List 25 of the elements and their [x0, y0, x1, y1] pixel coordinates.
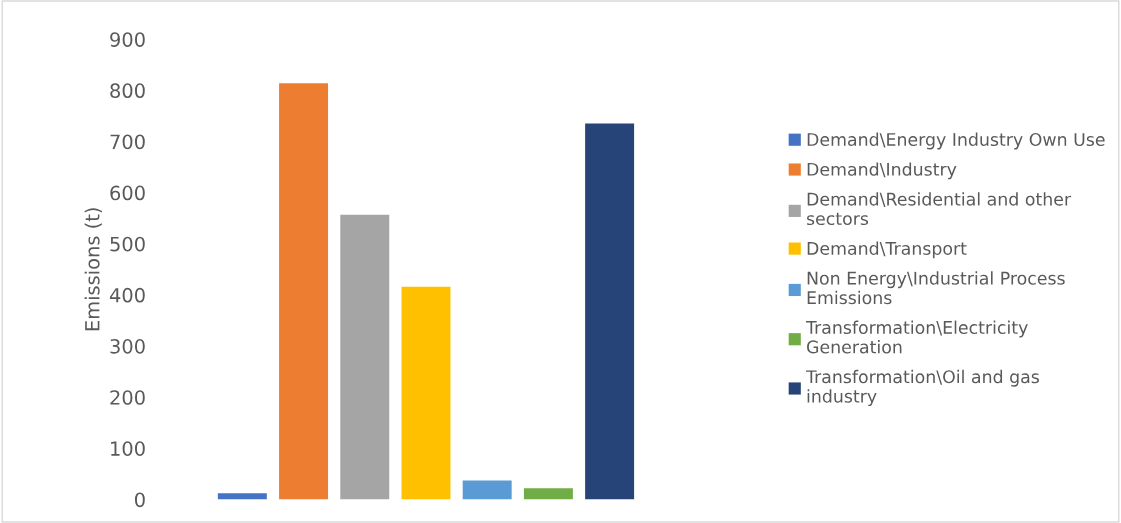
- y-tick-label: 600: [110, 185, 145, 201]
- legend-label: Demand\Transport: [807, 241, 967, 259]
- legend-label: Demand\Energy Industry Own Use: [807, 132, 1105, 150]
- y-tick-label: 900: [110, 32, 145, 47]
- bar: [401, 286, 451, 500]
- y-tick-label: 0: [134, 492, 145, 508]
- bar: [585, 123, 635, 500]
- bar: [279, 83, 329, 500]
- bar: [462, 480, 512, 500]
- legend-label: Transformation\Electricity Generation: [805, 320, 1028, 354]
- legend-label: Demand\Industry: [807, 162, 957, 180]
- bar: [340, 214, 390, 500]
- y-tick-label: 100: [111, 441, 145, 456]
- legend-label: Transformation\Oil and gas industry: [805, 369, 1039, 407]
- y-axis-title: Emissions (t): [84, 208, 102, 331]
- legend-label: Demand\Residential and other sectors: [806, 192, 1072, 226]
- y-tick-label: 800: [110, 83, 145, 99]
- y-tick-label: 300: [110, 339, 145, 354]
- y-tick-label: 500: [110, 236, 145, 252]
- y-tick-label: 700: [110, 134, 145, 150]
- bar: [217, 493, 267, 500]
- legend-label: Non Energy\Industrial Process Emissions: [807, 271, 1065, 305]
- y-tick-label: 200: [110, 390, 145, 405]
- y-tick-label: 400: [109, 287, 145, 303]
- bar: [523, 488, 573, 500]
